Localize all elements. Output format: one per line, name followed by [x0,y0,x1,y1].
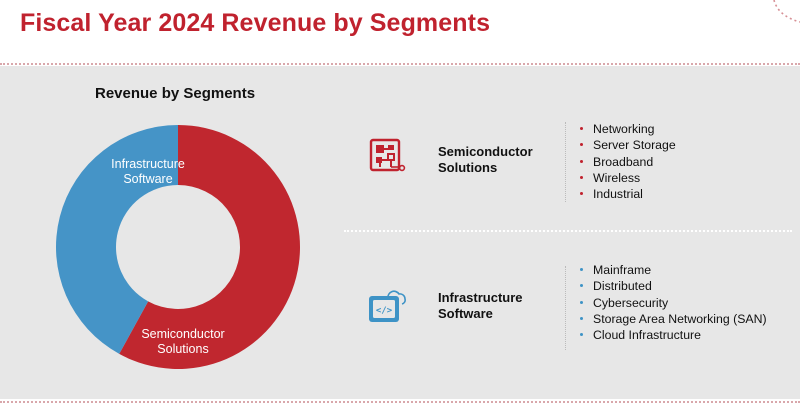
content-panel: Revenue by Segments Infrastructure Softw… [0,66,800,399]
section-divider [344,230,792,232]
cloud-code-icon: </> [369,290,406,322]
infrastructure-list: Mainframe Distributed Cybersecurity Stor… [580,262,767,343]
donut-slice-infrastructure-software [56,125,178,354]
list-item: Networking [580,121,676,137]
slice-label-semiconductor-solutions: Semiconductor Solutions [118,327,248,357]
page-title: Fiscal Year 2024 Revenue by Segments [20,9,491,37]
semiconductor-list: Networking Server Storage Broadband Wire… [580,121,676,202]
slice-label-line: Semiconductor [141,327,225,341]
corner-decoration-icon [773,0,800,23]
list-item: Wireless [580,170,676,186]
segment-name-line: Infrastructure [438,290,523,305]
slice-label-line: Infrastructure [111,157,185,171]
bottom-divider [0,401,800,403]
list-item: Industrial [580,186,676,202]
slice-label-infrastructure-software: Infrastructure Software [83,157,213,187]
list-item: Cybersecurity [580,295,767,311]
donut-slice-semiconductor-solutions [119,125,301,369]
top-divider [0,63,800,65]
svg-text:</>: </> [376,306,393,316]
donut-chart [56,125,301,369]
list-item: Distributed [580,278,767,294]
circuit-board-icon [369,138,406,172]
segment-divider [565,266,566,350]
list-item: Broadband [580,154,676,170]
segment-name-line: Semiconductor [438,144,533,159]
segment-name-semiconductor: Semiconductor Solutions [438,144,533,176]
slice-label-line: Software [123,172,173,186]
list-item: Cloud Infrastructure [580,327,767,343]
segment-name-line: Solutions [438,160,498,175]
list-item: Server Storage [580,137,676,153]
segment-name-line: Software [438,306,493,321]
list-item: Storage Area Networking (SAN) [580,311,767,327]
list-item: Mainframe [580,262,767,278]
segment-divider [565,122,566,202]
slice-label-line: Solutions [157,342,209,356]
chart-title: Revenue by Segments [95,85,256,102]
header: Fiscal Year 2024 Revenue by Segments [0,0,800,60]
segment-name-infrastructure: Infrastructure Software [438,290,523,322]
